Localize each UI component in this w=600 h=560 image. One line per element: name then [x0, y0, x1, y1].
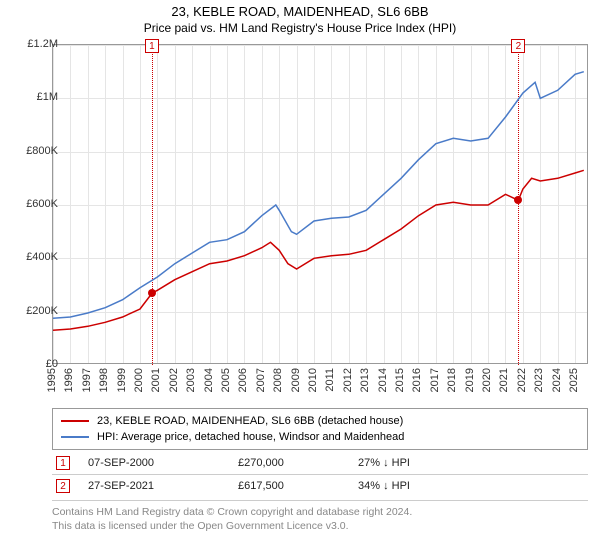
marker-table-row: 2 27-SEP-2021£617,50034% ↓ HPI — [52, 474, 588, 496]
y-tick-label: £600K — [8, 198, 58, 210]
x-tick-label: 2014 — [377, 368, 389, 392]
marker-table-badge: 2 — [56, 479, 70, 493]
x-tick-label: 1999 — [116, 368, 128, 392]
titles: 23, KEBLE ROAD, MAIDENHEAD, SL6 6BB Pric… — [0, 0, 600, 35]
x-tick-label: 2022 — [516, 368, 528, 392]
x-tick-label: 2006 — [237, 368, 249, 392]
y-tick-label: £400K — [8, 251, 58, 263]
marker-badge-2: 2 — [511, 39, 525, 53]
x-tick-label: 2003 — [185, 368, 197, 392]
x-tick-label: 2019 — [464, 368, 476, 392]
x-tick-label: 2012 — [342, 368, 354, 392]
x-tick-label: 2007 — [255, 368, 267, 392]
footer-line-1: Contains HM Land Registry data © Crown c… — [52, 505, 588, 519]
series-svg — [53, 45, 589, 365]
x-tick-label: 2001 — [150, 368, 162, 392]
x-tick-label: 2017 — [429, 368, 441, 392]
x-tick-label: 2011 — [324, 368, 336, 392]
marker-table-delta: 27% ↓ HPI — [358, 457, 478, 469]
x-tick-label: 1998 — [98, 368, 110, 392]
chart-area: 12 £0£200K£400K£600K£800K£1M£1.2M1995199… — [0, 44, 600, 404]
legend-swatch — [61, 420, 89, 422]
marker-table-badge: 1 — [56, 456, 70, 470]
marker-badge-1: 1 — [145, 39, 159, 53]
x-tick-label: 2013 — [359, 368, 371, 392]
footer: Contains HM Land Registry data © Crown c… — [52, 500, 588, 533]
x-tick-label: 1996 — [63, 368, 75, 392]
x-tick-label: 2018 — [446, 368, 458, 392]
legend-label: HPI: Average price, detached house, Wind… — [97, 431, 404, 443]
marker-dot-2 — [514, 196, 522, 204]
title-sub: Price paid vs. HM Land Registry's House … — [0, 21, 600, 35]
legend-swatch — [61, 436, 89, 438]
y-tick-label: £200K — [8, 305, 58, 317]
series-line-price_paid — [53, 170, 584, 330]
x-tick-label: 2002 — [168, 368, 180, 392]
marker-table-date: 27-SEP-2021 — [88, 480, 238, 492]
y-tick-label: £1.2M — [8, 38, 58, 50]
marker-table-date: 07-SEP-2000 — [88, 457, 238, 469]
x-tick-label: 1997 — [81, 368, 93, 392]
x-tick-label: 2000 — [133, 368, 145, 392]
x-tick-label: 2010 — [307, 368, 319, 392]
x-tick-label: 2024 — [551, 368, 563, 392]
x-tick-label: 2023 — [533, 368, 545, 392]
title-main: 23, KEBLE ROAD, MAIDENHEAD, SL6 6BB — [0, 4, 600, 19]
x-tick-label: 2015 — [394, 368, 406, 392]
y-tick-label: £800K — [8, 145, 58, 157]
legend-box: 23, KEBLE ROAD, MAIDENHEAD, SL6 6BB (det… — [52, 408, 588, 450]
x-tick-label: 2021 — [498, 368, 510, 392]
x-tick-label: 2008 — [272, 368, 284, 392]
marker-table: 1 07-SEP-2000£270,00027% ↓ HPI 2 27-SEP-202… — [52, 452, 588, 496]
marker-table-price: £617,500 — [238, 480, 358, 492]
marker-table-delta: 34% ↓ HPI — [358, 480, 478, 492]
x-tick-label: 2020 — [481, 368, 493, 392]
x-tick-label: 2016 — [411, 368, 423, 392]
x-tick-label: 2005 — [220, 368, 232, 392]
x-tick-label: 2009 — [290, 368, 302, 392]
chart-container: 23, KEBLE ROAD, MAIDENHEAD, SL6 6BB Pric… — [0, 0, 600, 560]
y-tick-label: £1M — [8, 91, 58, 103]
plot-area: 12 — [52, 44, 588, 364]
legend-row: HPI: Average price, detached house, Wind… — [61, 429, 579, 445]
footer-line-2: This data is licensed under the Open Gov… — [52, 519, 588, 533]
marker-table-price: £270,000 — [238, 457, 358, 469]
marker-table-row: 1 07-SEP-2000£270,00027% ↓ HPI — [52, 452, 588, 474]
marker-dot-1 — [148, 289, 156, 297]
x-tick-label: 2004 — [203, 368, 215, 392]
legend-row: 23, KEBLE ROAD, MAIDENHEAD, SL6 6BB (det… — [61, 413, 579, 429]
x-tick-label: 1995 — [46, 368, 58, 392]
x-tick-label: 2025 — [568, 368, 580, 392]
legend-label: 23, KEBLE ROAD, MAIDENHEAD, SL6 6BB (det… — [97, 415, 403, 427]
